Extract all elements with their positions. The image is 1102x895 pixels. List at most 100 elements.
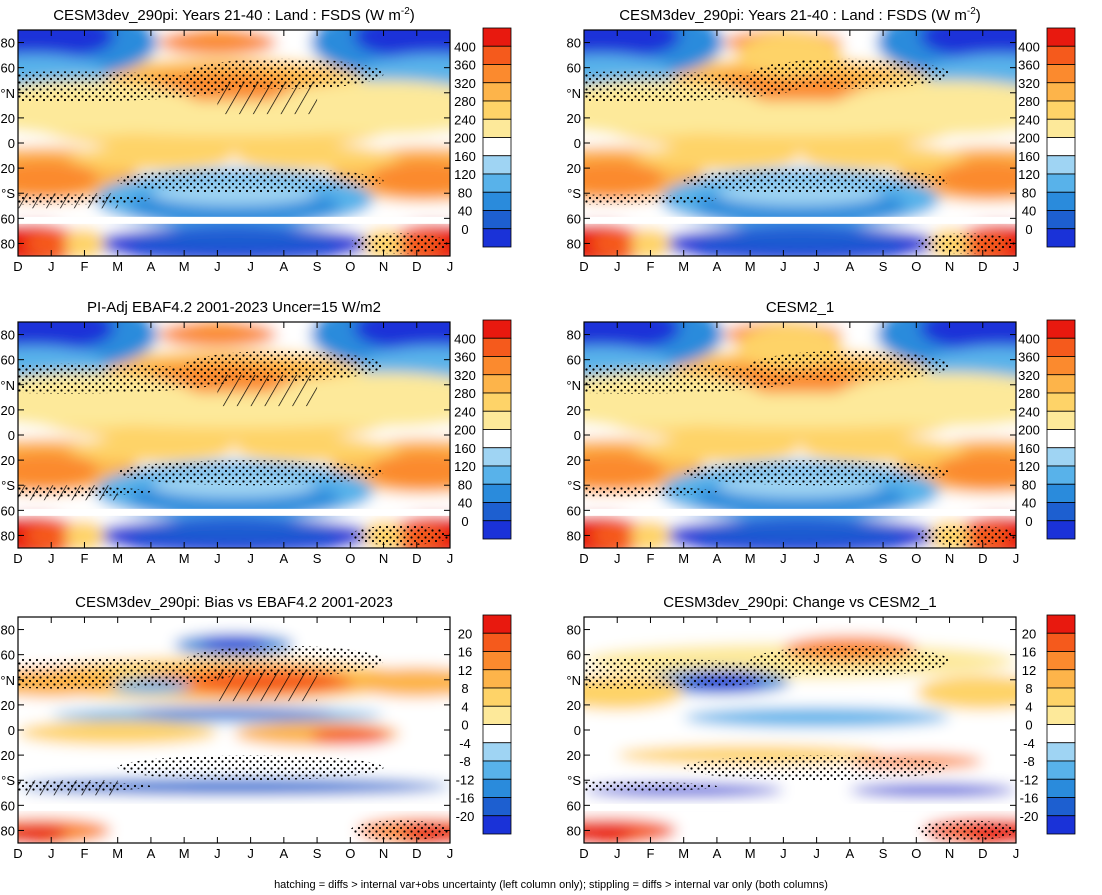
- colorbar-label: -20: [456, 809, 475, 824]
- y-tick-label: 80: [567, 36, 581, 51]
- colorbar-swatch: [1046, 100, 1076, 120]
- colorbar: 20 16 12 8 4 0 -4 -8 -12 -16 -20: [1020, 614, 1076, 835]
- x-tick-label: N: [945, 846, 954, 861]
- stipple-region: [584, 194, 717, 205]
- x-tick-label: J: [813, 846, 820, 861]
- panel-title: CESM2_1: [766, 299, 834, 316]
- x-tick-label: M: [745, 259, 756, 274]
- colorbar-swatch: [1046, 137, 1076, 157]
- colorbar-label: 160: [1018, 441, 1040, 456]
- colorbar-swatch: [1046, 155, 1076, 175]
- colorbar-swatch: [1046, 815, 1076, 835]
- x-tick-label: A: [147, 551, 156, 566]
- x-tick-label: J: [214, 846, 221, 861]
- x-tick-label: S: [879, 846, 888, 861]
- colorbar-swatch: [482, 173, 512, 193]
- colorbar-label: 360: [454, 58, 476, 73]
- hatch-region: [18, 485, 118, 501]
- colorbar-label: 360: [1018, 350, 1040, 365]
- x-tick-label: J: [447, 846, 454, 861]
- colorbar-swatch: [482, 429, 512, 449]
- colorbar-swatch: [1046, 614, 1076, 634]
- x-tick-label: N: [379, 551, 388, 566]
- stipple-region: [584, 658, 800, 689]
- stipple-region: [584, 486, 717, 497]
- x-tick-label: J: [447, 259, 454, 274]
- colorbar-label: 20: [1022, 626, 1036, 641]
- x-tick-label: J: [48, 551, 55, 566]
- colorbar-swatch: [1046, 173, 1076, 193]
- hatch-region: [217, 82, 318, 115]
- colorbar-swatch: [482, 669, 512, 689]
- x-tick-label: M: [179, 259, 190, 274]
- y-tick-label: 20: [567, 748, 581, 763]
- x-tick-label: D: [579, 551, 588, 566]
- colorbar-label: 360: [454, 350, 476, 365]
- stipple-region: [18, 658, 234, 689]
- y-tick-label: °S: [567, 186, 581, 201]
- panel-title: CESM3dev_290pi: Bias vs EBAF4.2 2001-202…: [75, 594, 393, 611]
- x-tick-label: D: [579, 259, 588, 274]
- x-tick-label: J: [214, 259, 221, 274]
- y-tick-label: 60: [567, 798, 581, 813]
- colorbar-swatch: [482, 45, 512, 65]
- y-tick-label: 60: [567, 61, 581, 76]
- colorbar-swatch: [482, 155, 512, 175]
- colorbar-swatch: [482, 319, 512, 339]
- colorbar-swatch: [482, 502, 512, 522]
- colorbar-swatch: [482, 64, 512, 84]
- colorbar-swatch: [482, 228, 512, 248]
- colorbar-swatch: [1046, 705, 1076, 725]
- colorbar-label: -16: [1020, 791, 1039, 806]
- panel-title: CESM3dev_290pi: Years 21-40 : Land : FSD…: [619, 6, 981, 24]
- x-tick-label: F: [646, 259, 654, 274]
- colorbar-swatch: [482, 100, 512, 120]
- y-tick-label: 20: [1, 453, 15, 468]
- colorbar-label: 400: [454, 39, 476, 54]
- x-tick-label: N: [945, 259, 954, 274]
- colorbar-label: -8: [459, 754, 471, 769]
- x-tick-label: N: [379, 846, 388, 861]
- x-tick-label: M: [179, 551, 190, 566]
- x-tick-label: A: [846, 259, 855, 274]
- hatch-region: [18, 193, 118, 209]
- colorbar-swatch: [1046, 82, 1076, 102]
- x-tick-label: D: [412, 551, 421, 566]
- colorbar-label: 80: [458, 477, 472, 492]
- x-tick-label: N: [379, 259, 388, 274]
- colorbar-label: 20: [458, 626, 472, 641]
- hatch-region: [217, 669, 318, 702]
- x-tick-label: A: [713, 259, 722, 274]
- x-tick-label: M: [678, 551, 689, 566]
- x-tick-label: A: [280, 259, 289, 274]
- stipple-region: [916, 525, 1016, 546]
- y-tick-label: 60: [567, 353, 581, 368]
- x-tick-label: M: [745, 846, 756, 861]
- x-tick-label: J: [247, 259, 254, 274]
- colorbar-swatch: [1046, 410, 1076, 430]
- colorbar-swatch: [1046, 651, 1076, 671]
- colorbar-swatch: [482, 118, 512, 138]
- colorbar-swatch: [1046, 64, 1076, 84]
- colorbar-swatch: [1046, 210, 1076, 230]
- colorbar-label: 320: [1018, 76, 1040, 91]
- colorbar-label: 280: [454, 94, 476, 109]
- y-tick-label: 60: [567, 648, 581, 663]
- x-tick-label: J: [813, 551, 820, 566]
- colorbar-label: 0: [461, 718, 468, 733]
- x-tick-label: D: [978, 551, 987, 566]
- stipple-region: [350, 525, 450, 546]
- figure-footnote: hatching = diffs > internal var+obs unce…: [274, 879, 828, 891]
- colorbar-swatch: [1046, 632, 1076, 652]
- colorbar-swatch: [1046, 724, 1076, 744]
- stipple-region: [916, 233, 1016, 254]
- stipple-region: [117, 168, 384, 194]
- y-tick-label: °N: [566, 378, 581, 393]
- colorbar-swatch: [482, 392, 512, 412]
- colorbar-swatch: [482, 374, 512, 394]
- y-tick-label: 80: [1, 528, 15, 543]
- colorbar-label: 240: [1018, 404, 1040, 419]
- x-tick-label: S: [313, 259, 322, 274]
